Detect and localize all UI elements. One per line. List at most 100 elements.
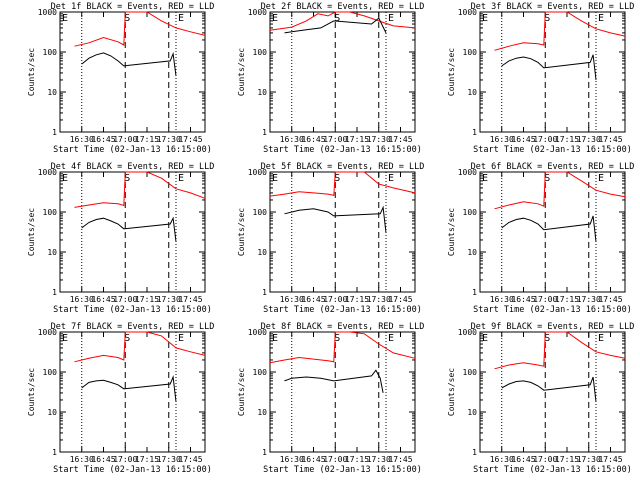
y-tick-label: 100 [43,48,58,57]
marker-label-start: E [482,13,488,24]
x-tick-label: 17:00 [533,135,557,144]
x-tick-label: 16:30 [490,135,514,144]
y-tick-label: 1000 [458,168,477,177]
x-tick-label: 16:45 [511,295,535,304]
x-tick-label: 17:00 [323,135,347,144]
marker-label-late: E [178,13,184,24]
y-tick-label: 10 [257,248,267,257]
y-tick-label: 10 [467,408,477,417]
x-tick-label: 17:45 [388,455,412,464]
y-axis-label: Counts/sec [27,208,36,256]
y-axis-label: Counts/sec [27,368,36,416]
marker-label-late: E [178,173,184,184]
x-tick-label: 17:45 [598,295,622,304]
x-axis-label: Start Time (02-Jan-13 16:15:00) [473,305,632,315]
x-tick-label: 17:45 [178,295,202,304]
x-tick-label: 17:00 [533,295,557,304]
y-tick-label: 1 [472,448,477,457]
x-tick-label: 16:30 [70,135,94,144]
x-tick-label: 17:15 [345,295,369,304]
events-series-line [81,51,177,77]
x-tick-label: 17:00 [113,455,137,464]
x-tick-label: 17:45 [598,135,622,144]
x-tick-label: 16:30 [280,135,304,144]
x-tick-label: 16:30 [280,295,304,304]
y-axis-label: Counts/sec [237,48,246,96]
y-tick-label: 1 [52,288,57,297]
y-tick-label: 10 [47,408,57,417]
marker-label-late: E [598,173,604,184]
y-axis-label: Counts/sec [447,48,456,96]
x-tick-label: 17:30 [367,135,391,144]
y-tick-label: 1 [262,128,267,137]
panel-title: Det 9f BLACK = Events, RED = LLD [471,322,635,332]
x-tick-label: 16:30 [490,295,514,304]
y-tick-label: 10 [257,88,267,97]
x-tick-label: 17:30 [367,455,391,464]
x-tick-label: 16:45 [91,135,115,144]
marker-label-late: E [598,333,604,344]
chart-panel-3: Det 3f BLACK = Events, RED = LLD 1 10 100 10… [447,2,634,155]
x-tick-label: 17:45 [388,295,412,304]
x-tick-label: 16:30 [70,295,94,304]
y-tick-label: 100 [43,208,58,217]
lld-series-line [269,11,416,31]
y-tick-label: 100 [463,208,478,217]
x-tick-label: 17:15 [555,135,579,144]
lld-series-line [494,331,626,370]
marker-label-start: E [272,333,278,344]
marker-label-start: E [272,173,278,184]
y-tick-label: 100 [253,368,268,377]
y-tick-label: 1 [52,128,57,137]
y-tick-label: 100 [463,368,478,377]
x-tick-label: 17:15 [555,455,579,464]
events-series-line [501,54,597,81]
x-tick-label: 16:45 [91,455,115,464]
x-tick-label: 17:15 [555,295,579,304]
y-tick-label: 100 [253,208,268,217]
x-tick-label: 17:30 [577,135,601,144]
x-tick-label: 16:45 [301,455,325,464]
x-tick-label: 16:45 [301,135,325,144]
chart-panel-9: Det 9f BLACK = Events, RED = LLD 1 10 100 10… [447,322,634,475]
marker-label-start: E [62,333,68,344]
x-tick-label: 17:00 [323,455,347,464]
y-tick-label: 1000 [458,328,477,337]
x-axis-label: Start Time (02-Jan-13 16:15:00) [53,305,212,315]
y-tick-label: 1000 [248,328,267,337]
x-tick-label: 17:00 [323,295,347,304]
y-axis-label: Counts/sec [237,208,246,256]
x-tick-label: 17:45 [388,135,412,144]
y-tick-label: 1000 [38,328,57,337]
events-series-line [501,376,597,402]
marker-label-late: E [388,173,394,184]
y-tick-label: 1000 [38,8,57,17]
x-axis-label: Start Time (02-Jan-13 16:15:00) [473,465,632,475]
x-tick-label: 17:30 [577,455,601,464]
marker-label-mid: S [124,333,130,344]
lld-series-line [494,171,626,210]
y-tick-label: 1000 [38,168,57,177]
y-tick-label: 1 [262,288,267,297]
y-axis-label: Counts/sec [237,368,246,416]
events-series-line [81,216,177,242]
x-tick-label: 17:30 [157,455,181,464]
y-tick-label: 10 [467,248,477,257]
x-tick-label: 17:00 [113,295,137,304]
panel-title: Det 8f BLACK = Events, RED = LLD [261,322,425,332]
marker-label-mid: S [544,173,550,184]
marker-label-start: E [482,333,488,344]
marker-label-mid: S [124,173,130,184]
marker-label-late: E [178,333,184,344]
y-tick-label: 1 [262,448,267,457]
lld-series-line [269,171,416,197]
y-tick-label: 1000 [458,8,477,17]
events-series-line [81,375,177,402]
x-axis-label: Start Time (02-Jan-13 16:15:00) [473,145,632,155]
panel-title: Det 6f BLACK = Events, RED = LLD [471,162,635,172]
events-series-line [501,215,597,242]
x-tick-label: 16:30 [280,455,304,464]
x-tick-label: 17:15 [135,135,159,144]
marker-label-mid: S [544,333,550,344]
